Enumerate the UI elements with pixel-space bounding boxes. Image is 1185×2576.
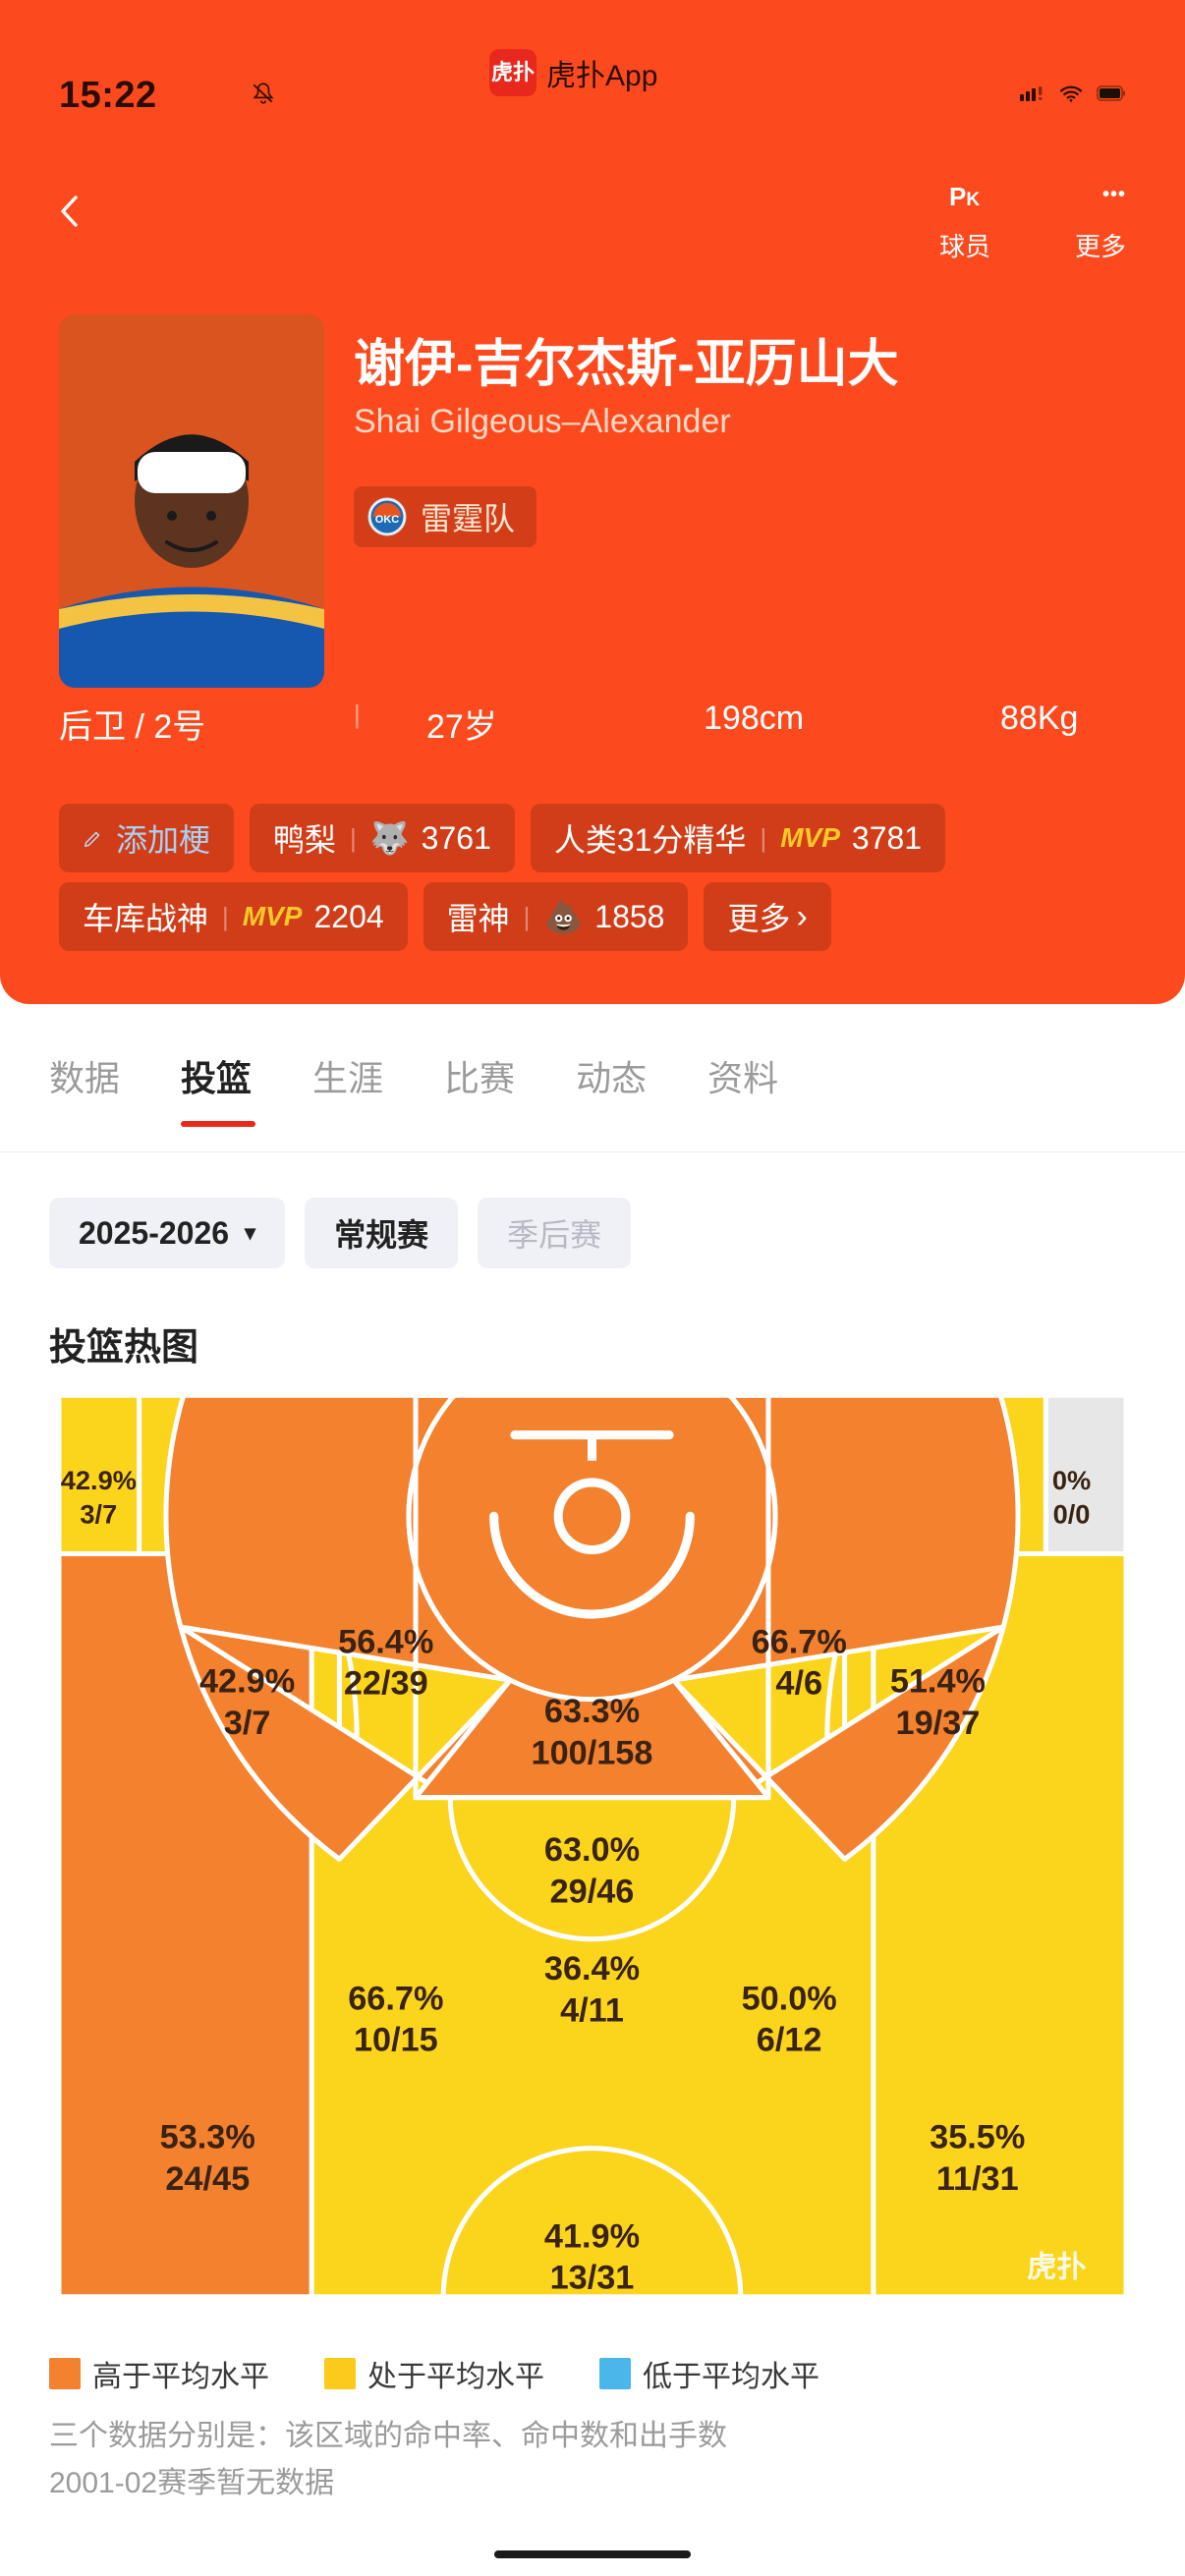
svg-text:100/158: 100/158 bbox=[532, 1734, 653, 1771]
svg-text:10/15: 10/15 bbox=[354, 2022, 438, 2059]
svg-text:42.9%: 42.9% bbox=[199, 1663, 295, 1701]
svg-text:22/39: 22/39 bbox=[344, 1665, 428, 1703]
svg-text:4/11: 4/11 bbox=[560, 1991, 624, 2029]
svg-text:51.4%: 51.4% bbox=[890, 1663, 986, 1701]
svg-text:3/7: 3/7 bbox=[224, 1705, 271, 1742]
svg-text:6/12: 6/12 bbox=[757, 2022, 822, 2059]
svg-text:56.4%: 56.4% bbox=[338, 1623, 433, 1660]
svg-text:42.9%: 42.9% bbox=[61, 1465, 137, 1495]
svg-text:53.3%: 53.3% bbox=[160, 2119, 255, 2156]
svg-text:66.7%: 66.7% bbox=[752, 1623, 847, 1660]
svg-text:虎扑: 虎扑 bbox=[1027, 2251, 1087, 2284]
svg-text:63.3%: 63.3% bbox=[544, 1693, 640, 1730]
svg-text:50.0%: 50.0% bbox=[742, 1980, 837, 2017]
svg-text:36.4%: 36.4% bbox=[544, 1950, 640, 1988]
svg-text:0/0: 0/0 bbox=[1053, 1498, 1091, 1529]
svg-text:13/31: 13/31 bbox=[550, 2260, 635, 2297]
svg-text:41.9%: 41.9% bbox=[544, 2217, 640, 2255]
svg-text:0%: 0% bbox=[1052, 1465, 1091, 1495]
svg-text:29/46: 29/46 bbox=[550, 1873, 635, 1910]
svg-text:35.5%: 35.5% bbox=[930, 2119, 1025, 2156]
svg-text:63.0%: 63.0% bbox=[544, 1831, 640, 1869]
svg-text:3/7: 3/7 bbox=[80, 1498, 117, 1529]
svg-text:24/45: 24/45 bbox=[165, 2160, 250, 2198]
svg-text:66.7%: 66.7% bbox=[348, 1980, 443, 2017]
svg-text:OKC: OKC bbox=[375, 514, 400, 526]
svg-text:4/6: 4/6 bbox=[775, 1665, 822, 1703]
svg-text:19/37: 19/37 bbox=[896, 1705, 981, 1742]
svg-text:11/31: 11/31 bbox=[936, 2160, 1019, 2198]
